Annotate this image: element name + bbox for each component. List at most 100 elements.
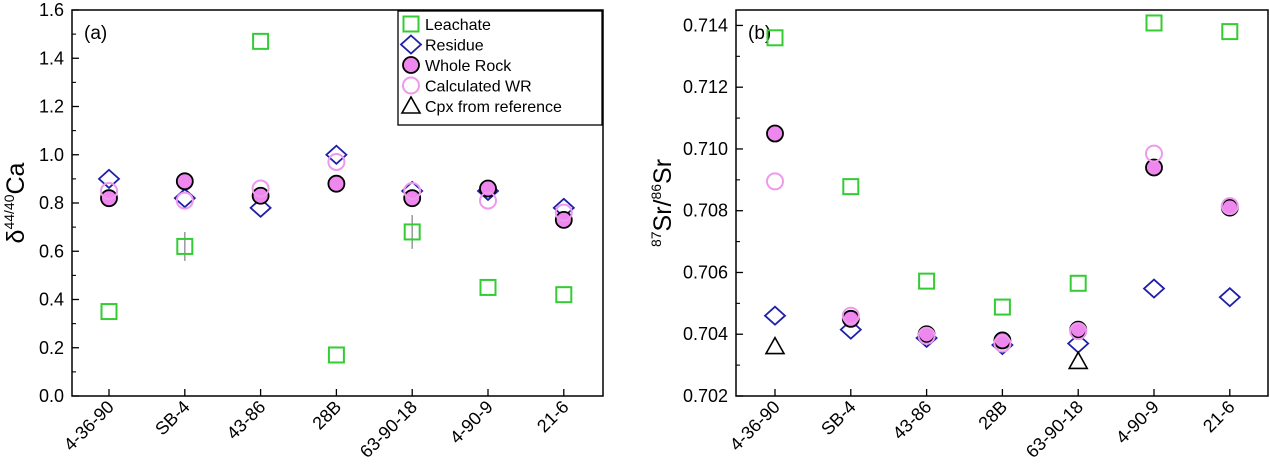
point-residue-sb-4 <box>839 319 863 340</box>
x-tick-label-63-90-18: 63-90-18 <box>1022 397 1087 462</box>
point-leachate-43-86 <box>252 32 270 50</box>
x-tick-label-43-86: 43-86 <box>889 397 936 444</box>
y-axis-title-part: 86 <box>648 184 664 200</box>
point-calculated-wr-63-90-18 <box>403 181 422 200</box>
legend-marker-leachate <box>402 15 420 33</box>
legend-marker-residue <box>399 34 423 55</box>
y-tick-label: 0.714 <box>683 15 728 35</box>
legend-label-leachate: Leachate <box>425 17 491 34</box>
y-tick-label: 1.0 <box>39 145 64 165</box>
point-residue-28b <box>325 144 348 165</box>
point-leachate-4-36-90 <box>100 303 118 321</box>
legend-marker-calculated-wr <box>402 76 420 95</box>
point-leachate-63-90-18 <box>403 223 421 241</box>
y-axis-title: δ44/40Ca <box>1 162 30 243</box>
y-tick-label: 0.4 <box>39 290 64 310</box>
point-calculated-wr-sb-4 <box>841 306 860 325</box>
x-tick-label-21-6: 21-6 <box>1199 397 1239 437</box>
point-whole-rock-4-90-9 <box>479 179 497 198</box>
point-leachate-28b <box>327 346 345 364</box>
point-leachate-sb-4 <box>176 237 194 255</box>
point-calculated-wr-43-86 <box>251 179 270 198</box>
point-residue-4-36-90 <box>763 305 787 326</box>
point-calculated-wr-4-36-90 <box>766 172 784 191</box>
legend-label-residue: Residue <box>425 38 484 55</box>
point-leachate-28b <box>993 298 1011 316</box>
point-calculated-wr-28b <box>327 152 346 171</box>
point-leachate-43-86 <box>918 272 936 290</box>
x-tick-label-sb-4: SB-4 <box>151 397 193 439</box>
point-leachate-4-36-90 <box>766 29 784 47</box>
y-axis-title-part: 44/40 <box>1 194 17 229</box>
y-axis-title-part: δ <box>2 230 30 244</box>
point-cpx-from-reference-63-90-18 <box>1067 350 1089 370</box>
point-residue-4-90-9 <box>1142 278 1166 299</box>
y-tick-label: 0.2 <box>39 338 64 358</box>
panel-label: (b) <box>748 23 771 44</box>
point-leachate-4-90-9 <box>479 278 497 296</box>
point-calculated-wr-43-86 <box>917 326 936 345</box>
y-tick-label: 1.6 <box>39 0 64 20</box>
y-tick-label: 1.4 <box>39 48 64 68</box>
x-tick-label-4-90-9: 4-90-9 <box>1112 397 1163 448</box>
point-leachate-21-6 <box>555 286 573 304</box>
y-axis-title-part: Sr <box>649 159 677 184</box>
point-whole-rock-28b <box>327 174 346 193</box>
y-tick-label: 0.8 <box>39 193 64 213</box>
y-tick-label: 0.712 <box>683 77 728 97</box>
y-tick-label: 0.6 <box>39 241 64 261</box>
x-tick-label-4-36-90: 4-36-90 <box>726 397 784 455</box>
point-residue-43-86 <box>249 197 272 219</box>
x-tick-label-28b: 28B <box>308 397 345 434</box>
point-whole-rock-4-36-90 <box>766 124 784 143</box>
y-axis-title-part: Sr/ <box>649 199 677 231</box>
point-calculated-wr-63-90-18 <box>1069 322 1088 341</box>
y-axis-title-part: 87 <box>648 231 664 247</box>
point-residue-4-36-90 <box>97 168 121 190</box>
series-leachate <box>766 14 1239 316</box>
y-tick-label: 0.710 <box>683 139 728 159</box>
point-calculated-wr-4-36-90 <box>100 181 118 200</box>
point-whole-rock-sb-4 <box>175 172 194 191</box>
series-leachate <box>100 32 573 364</box>
y-tick-label: 0.704 <box>683 324 728 344</box>
x-tick-label-4-36-90: 4-36-90 <box>60 397 118 455</box>
series-whole-rock <box>100 172 573 229</box>
y-tick-label: 0.708 <box>683 201 728 221</box>
y-tick-label: 0.702 <box>683 386 728 406</box>
legend-box <box>397 10 603 126</box>
point-calculated-wr-4-90-9 <box>479 191 497 210</box>
x-tick-label-4-90-9: 4-90-9 <box>446 397 497 448</box>
legend: Leachate Residue Whole Rock Calculated WR Cp… <box>397 10 603 126</box>
legend-marker-whole-rock <box>402 56 420 74</box>
point-leachate-sb-4 <box>842 178 860 196</box>
y-tick-label: 0.0 <box>39 386 64 406</box>
series-cpx-from-reference <box>764 335 1089 370</box>
y-axis-title-part: Ca <box>2 162 30 194</box>
legend-marker-cpx-from-reference <box>400 95 422 114</box>
y-tick-label: 0.706 <box>683 262 728 282</box>
legend-label-whole-rock: Whole Rock <box>425 58 512 75</box>
x-tick-label-43-86: 43-86 <box>223 397 270 444</box>
y-tick-label: 1.2 <box>39 97 64 117</box>
point-calculated-wr-28b <box>993 334 1012 353</box>
x-tick-label-28b: 28B <box>974 397 1011 434</box>
panel-label: (a) <box>84 23 107 44</box>
point-calculated-wr-21-6 <box>554 203 573 222</box>
y-axis-title: 87Sr/86Sr <box>648 159 677 247</box>
point-leachate-63-90-18 <box>1069 274 1087 292</box>
panel-a-plot: 0.0 0.2 0.4 0.6 0.8 1.0 1.2 1.4 1.6 4-36-90 SB-4 43… <box>1 0 604 462</box>
legend-label-calculated-wr: Calculated WR <box>425 79 532 96</box>
point-calculated-wr-sb-4 <box>175 191 194 210</box>
point-leachate-21-6 <box>1221 23 1239 41</box>
panel-b-plot: 0.702 0.704 0.706 0.708 0.710 0.712 0.714 4-36-… <box>648 9 1269 462</box>
point-residue-21-6 <box>1218 286 1242 308</box>
x-tick-label-sb-4: SB-4 <box>817 397 859 439</box>
x-tick-label-63-90-18: 63-90-18 <box>356 397 421 462</box>
point-cpx-from-reference-4-36-90 <box>764 335 786 355</box>
legend-label-cpx-from-reference: Cpx from reference <box>425 99 562 116</box>
point-calculated-wr-4-90-9 <box>1145 144 1163 163</box>
series-calculated-wr <box>100 152 573 222</box>
series-calculated-wr <box>766 144 1239 353</box>
